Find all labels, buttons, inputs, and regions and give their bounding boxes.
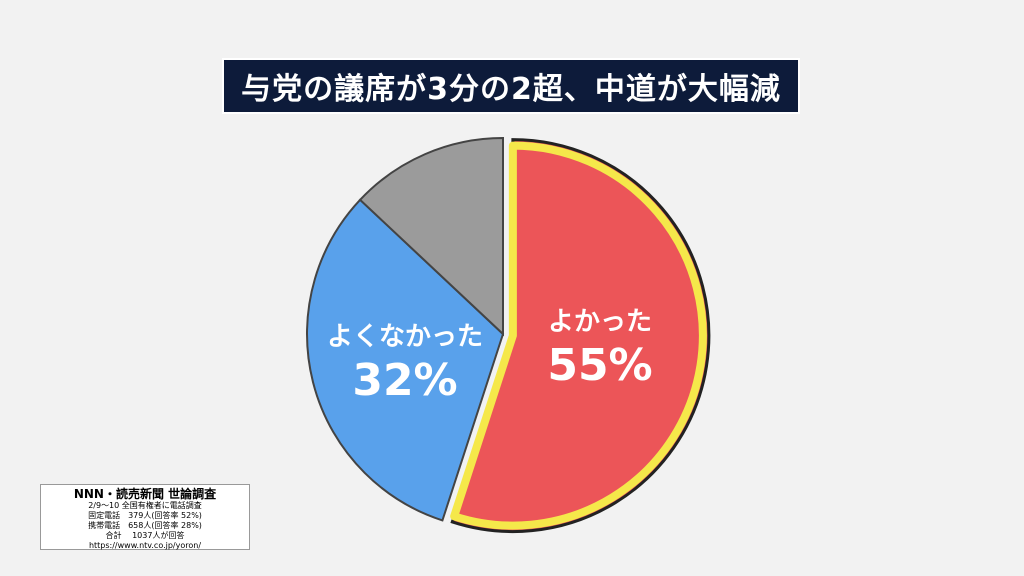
- source-note: NNN・読売新聞 世論調査 2/9〜10 全国有権者に電話調査 固定電話 379…: [40, 484, 250, 550]
- source-line-1: 2/9〜10 全国有権者に電話調査: [88, 501, 202, 510]
- slice-category-label: よかった: [548, 307, 652, 337]
- pie-slice-highlight: [450, 141, 707, 530]
- pie-slice-yokunakatta: [306, 198, 505, 522]
- slice-value-label: 32%: [352, 355, 457, 406]
- pie-slice-other: [358, 136, 504, 337]
- source-line-5: https://www.ntv.co.jp/yoron/: [88, 541, 202, 550]
- source-title: NNN・読売新聞 世論調査: [73, 487, 217, 501]
- source-line-3: 携帯電話 658人(回答率 28%): [88, 521, 202, 530]
- slice-category-label: よくなかった: [327, 322, 483, 352]
- chart-title: 与党の議席が3分の2超、中道が大幅減: [241, 72, 781, 107]
- source-line-4: 合計 1037人が回答: [105, 531, 185, 540]
- slice-value-label: 55%: [547, 340, 652, 391]
- title-banner: 与党の議席が3分の2超、中道が大幅減: [222, 58, 800, 114]
- source-line-2: 固定電話 379人(回答率 52%): [88, 511, 202, 520]
